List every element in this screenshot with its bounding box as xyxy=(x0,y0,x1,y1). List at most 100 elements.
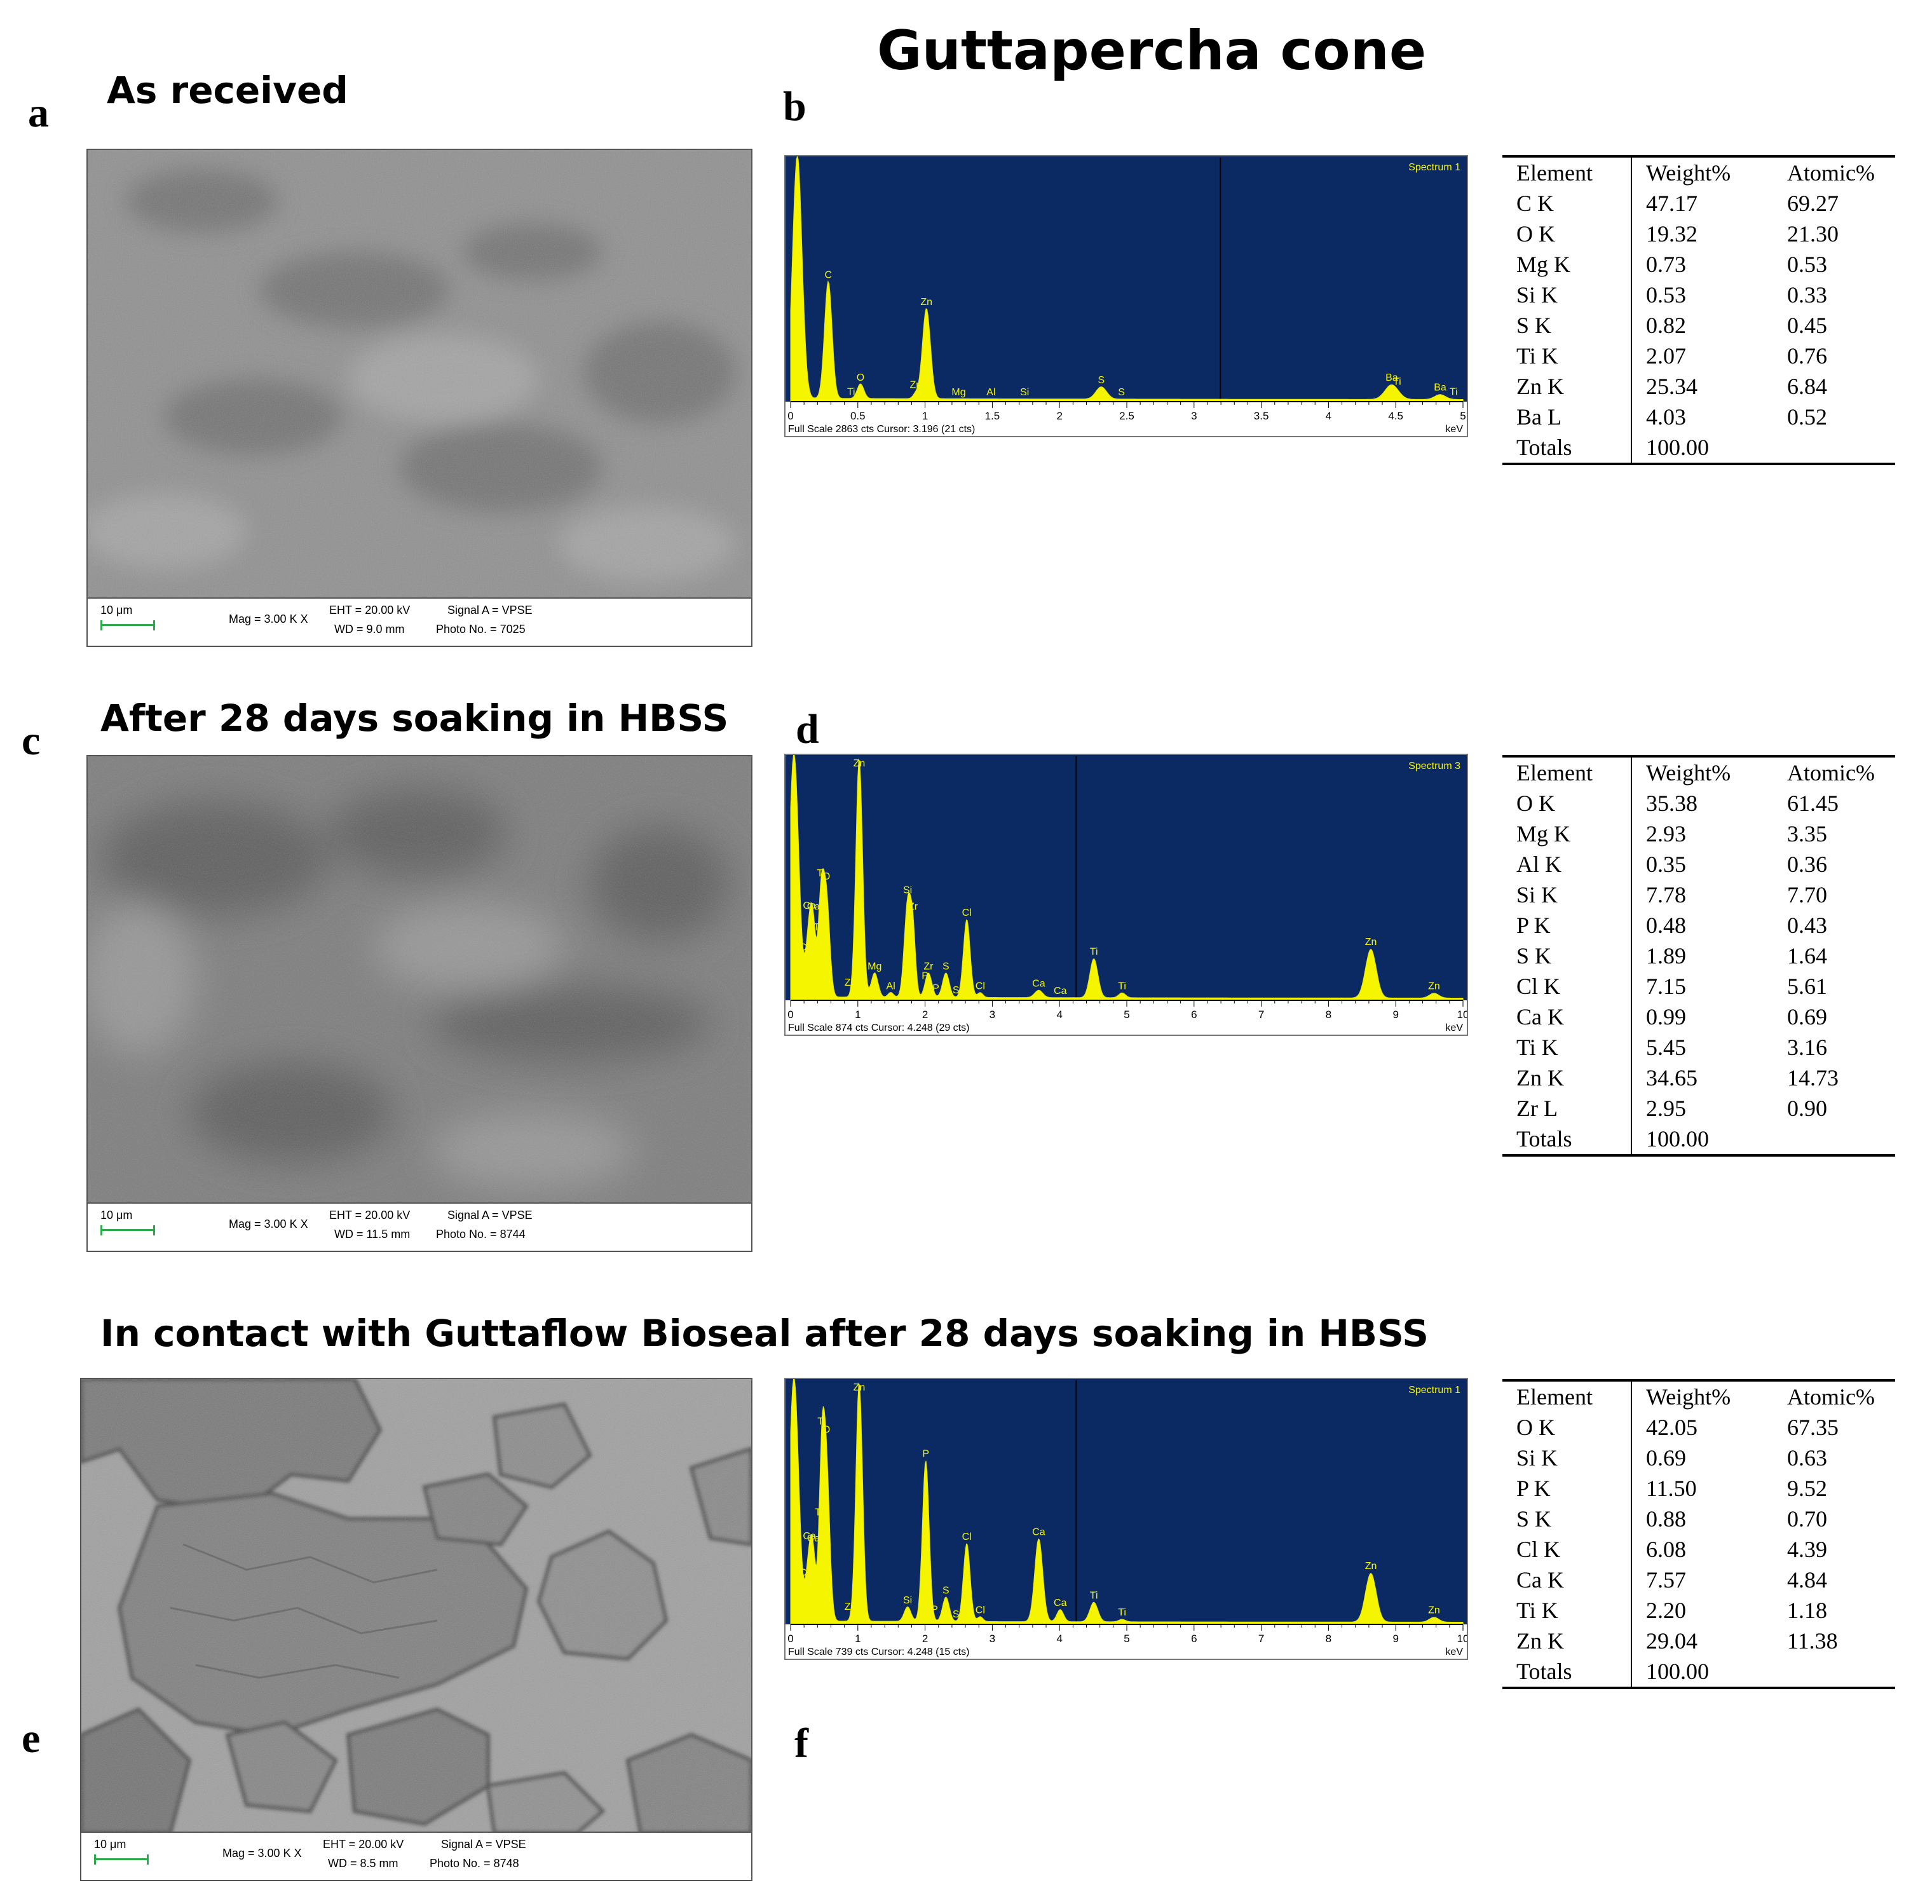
table-row: Si K 0.53 0.33 xyxy=(1502,280,1895,310)
table-row: C K 47.17 69.27 xyxy=(1502,188,1895,219)
peak-label: Zn xyxy=(845,977,857,988)
composition-table-f: Element Weight% Atomic% O K 42.05 67.35 Si K 0.… xyxy=(1502,1379,1895,1689)
atomic-percent-cell: 0.53 xyxy=(1787,252,1827,277)
weight-percent-cell: 4.03 xyxy=(1646,404,1686,430)
element-cell: Cl K xyxy=(1502,971,1632,1002)
eht-text: EHT = 20.00 kV xyxy=(329,1209,411,1221)
peak-label: Zn xyxy=(1428,1605,1440,1615)
peak-label: Zn xyxy=(854,1382,866,1393)
section-title-as-received: As received xyxy=(107,69,348,112)
table-row: O K 35.38 61.45 xyxy=(1502,788,1895,819)
plot-area xyxy=(786,156,1467,402)
peak-label: Zr xyxy=(908,901,918,912)
atomic-percent-cell: 9.52 xyxy=(1787,1476,1827,1501)
spectrum-footer: Full Scale 2863 cts Cursor: 3.196 (21 ct… xyxy=(788,424,975,435)
wd-text: WD = 8.5 mm xyxy=(328,1857,398,1870)
table-row: Mg K 0.73 0.53 xyxy=(1502,249,1895,280)
scale-label: 10 μm xyxy=(100,604,133,616)
x-tick-label: 2 xyxy=(1056,410,1062,422)
element-cell: Ba L xyxy=(1502,402,1632,432)
weight-percent-cell: 0.69 xyxy=(1646,1445,1686,1471)
weight-percent-cell: 2.93 xyxy=(1646,821,1686,847)
peak-label: Zr xyxy=(923,962,934,972)
spectrum-footer: Full Scale 739 cts Cursor: 4.248 (15 cts… xyxy=(788,1647,969,1657)
table-row: Ca K 7.57 4.84 xyxy=(1502,1565,1895,1595)
x-tick-label: 1 xyxy=(922,410,928,422)
atomic-percent-cell: 69.27 xyxy=(1787,191,1839,216)
weight-percent-cell: 0.48 xyxy=(1646,913,1686,938)
atomic-percent-cell: 6.84 xyxy=(1787,374,1827,399)
sem-info-bar-e: 10 μm Mag = 3.00 K X EHT = 20.00 kV WD =… xyxy=(81,1832,751,1880)
peak-label: S xyxy=(953,1609,960,1620)
wd-text: WD = 11.5 mm xyxy=(334,1228,411,1241)
atomic-percent-cell: 1.18 xyxy=(1787,1598,1827,1623)
x-tick-label: 9 xyxy=(1392,1009,1398,1021)
peak-label: Ti xyxy=(817,1417,826,1427)
table-row: Si K 7.78 7.70 xyxy=(1502,880,1895,910)
element-cell: Totals xyxy=(1502,432,1632,465)
sem-info-bar-a: 10 μm Mag = 3.00 K X EHT = 20.00 kV WD =… xyxy=(88,597,751,646)
x-axis-unit: keV xyxy=(1445,424,1463,435)
x-tick-label: 0.5 xyxy=(850,410,866,422)
scale-bar xyxy=(94,1854,149,1865)
scale-label: 10 μm xyxy=(94,1838,126,1851)
weight-percent-cell: 7.15 xyxy=(1646,974,1686,999)
table-row: Zn K 25.34 6.84 xyxy=(1502,371,1895,402)
peak-label: Zn xyxy=(1365,937,1377,948)
figure-title: Guttapercha cone xyxy=(877,19,1427,83)
sem-info-bar-c: 10 μm Mag = 3.00 K X EHT = 20.00 kV WD =… xyxy=(88,1202,751,1251)
weight-percent-cell: 6.08 xyxy=(1646,1537,1686,1562)
weight-percent-cell: 29.04 xyxy=(1646,1628,1697,1654)
element-cell: Zn K xyxy=(1502,1626,1632,1656)
element-cell: S K xyxy=(1502,310,1632,341)
atomic-percent-cell: 0.33 xyxy=(1787,282,1827,308)
spectrum-title: Spectrum 1 xyxy=(1408,1385,1460,1396)
spectrum-title: Spectrum 3 xyxy=(1408,761,1460,772)
table-row: Mg K 2.93 3.35 xyxy=(1502,819,1895,849)
x-tick-label: 6 xyxy=(1191,1633,1197,1645)
atomic-percent-cell: 0.36 xyxy=(1787,852,1827,877)
weight-percent-cell: 100.00 xyxy=(1631,432,1773,465)
weight-percent-cell: 5.45 xyxy=(1646,1035,1686,1060)
x-tick-label: 1.5 xyxy=(985,410,1000,422)
eds-spectrum-b: C O Ti Zn Zn Mg Al Si S S Ba Ti Ba Ti Spectrum 1 0 0.5 1 1… xyxy=(784,155,1468,437)
weight-percent-cell: 0.82 xyxy=(1646,313,1686,338)
peak-label: Ca xyxy=(1054,986,1067,996)
axis-area xyxy=(786,402,1467,436)
table-row: Element Weight% Atomic% xyxy=(1502,1379,1895,1412)
peak-label: Ti xyxy=(1118,1607,1126,1618)
signal-text: Signal A = VPSE xyxy=(441,1838,526,1851)
peak-label: C xyxy=(824,270,832,281)
element-cell: O K xyxy=(1502,1412,1632,1443)
atomic-percent-cell: 0.76 xyxy=(1787,343,1827,369)
x-tick-label: 8 xyxy=(1326,1633,1331,1645)
table-row: Al K 0.35 0.36 xyxy=(1502,849,1895,880)
weight-percent-cell: 0.73 xyxy=(1646,252,1686,277)
peak-label: Si xyxy=(1020,387,1029,398)
peak-label: Mg xyxy=(951,387,965,398)
table-row: Element Weight% Atomic% xyxy=(1502,755,1895,788)
atomic-percent-cell: 5.61 xyxy=(1787,974,1827,999)
x-axis-unit: keV xyxy=(1445,1647,1463,1657)
peak-label: P xyxy=(922,1449,929,1460)
peak-label: Zn xyxy=(845,1601,857,1612)
peak-label: Ca xyxy=(803,1531,816,1542)
mag-text: Mag = 3.00 K X xyxy=(222,1847,302,1860)
table-row: P K 0.48 0.43 xyxy=(1502,910,1895,941)
atomic-percent-cell: 0.90 xyxy=(1787,1096,1827,1121)
peak-label: Zn xyxy=(1428,981,1440,991)
atomic-percent-cell: 14.73 xyxy=(1787,1065,1839,1091)
peak-label: Zn xyxy=(1365,1561,1377,1572)
table-row: S K 0.88 0.70 xyxy=(1502,1504,1895,1534)
element-cell: Ti K xyxy=(1502,1032,1632,1063)
element-cell: P K xyxy=(1502,910,1632,941)
element-cell: Element xyxy=(1502,1379,1632,1412)
weight-percent-cell: 100.00 xyxy=(1631,1124,1773,1157)
weight-percent-cell: 7.57 xyxy=(1646,1567,1686,1593)
atomic-percent-cell xyxy=(1773,1124,1895,1157)
x-tick-label: 9 xyxy=(1392,1633,1398,1645)
x-tick-label: 0 xyxy=(787,1009,793,1021)
sem-image-e: 10 μm Mag = 3.00 K X EHT = 20.00 kV WD =… xyxy=(80,1378,752,1881)
atomic-percent-cell: 0.52 xyxy=(1787,404,1827,430)
peak-label: O xyxy=(822,871,830,882)
